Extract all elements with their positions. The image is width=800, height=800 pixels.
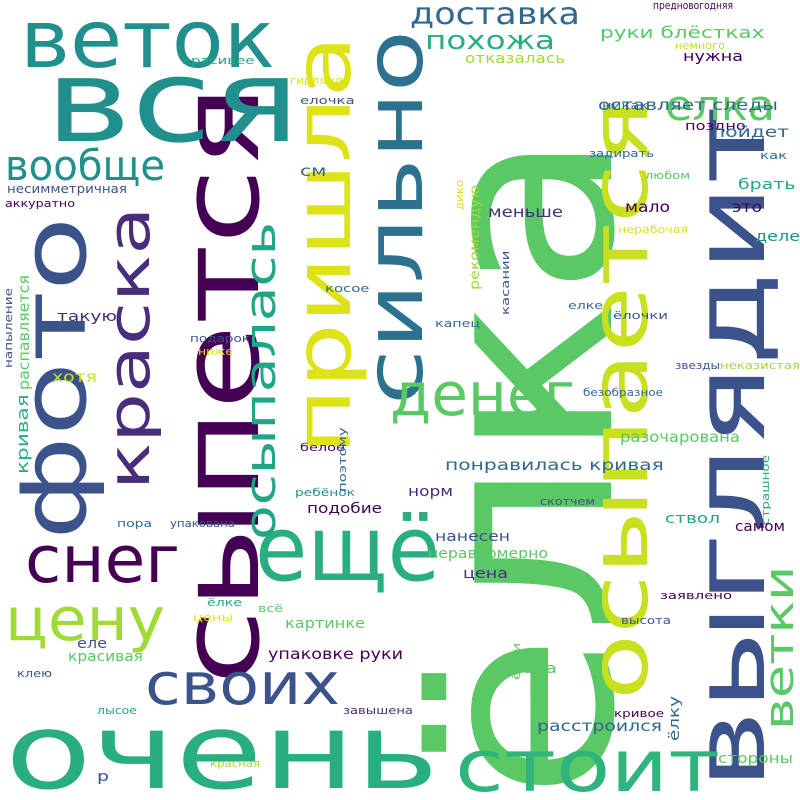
cloud-word: подобие — [307, 501, 383, 517]
cloud-word: никак — [602, 99, 649, 112]
cloud-word: деле — [755, 229, 800, 245]
cloud-word: нужна — [683, 49, 744, 65]
cloud-word: касании — [499, 250, 512, 315]
cloud-word: стороны — [718, 751, 793, 767]
cloud-word: лысое — [97, 704, 137, 717]
cloud-word: неравномерно — [428, 546, 549, 562]
cloud-word: распавляется — [15, 275, 33, 390]
cloud-word: расстроился — [537, 717, 662, 735]
cloud-word: елка — [665, 81, 776, 130]
cloud-word: елке — [568, 299, 604, 312]
cloud-word: капец — [435, 317, 481, 330]
cloud-word: вся — [45, 35, 301, 169]
cloud-word: пора — [117, 517, 153, 530]
cloud-word: брать — [738, 177, 796, 193]
cloud-word: краска — [95, 206, 163, 491]
cloud-word: всё — [258, 602, 284, 615]
cloud-word: меньше — [488, 203, 564, 221]
cloud-word: ёлочки — [613, 309, 668, 322]
cloud-word: такую — [57, 309, 118, 325]
cloud-word: вообще — [5, 141, 166, 190]
cloud-word: аккуратно — [5, 197, 75, 210]
cloud-word: поэтому — [336, 427, 349, 492]
cloud-word: поздно — [685, 119, 746, 133]
cloud-word: хотя — [52, 368, 98, 386]
cloud-word: ствол — [665, 511, 721, 527]
cloud-word: самом — [735, 519, 786, 535]
cloud-word: елочка — [300, 94, 355, 107]
cloud-word: ветки — [757, 565, 800, 730]
cloud-word: звезды — [675, 359, 721, 372]
cloud-word: ниже — [198, 345, 234, 358]
cloud-word: цену — [5, 585, 165, 655]
cloud-word: нанесен — [435, 529, 510, 545]
cloud-word: кривая — [13, 394, 32, 474]
cloud-word: дико — [453, 179, 466, 210]
cloud-word: скотчем — [540, 495, 595, 508]
cloud-word: ещё — [255, 497, 440, 602]
cloud-word: осыпалась — [236, 221, 285, 540]
cloud-word: красивее — [182, 54, 255, 67]
cloud-word: см — [300, 162, 327, 180]
cloud-word: сильно — [348, 29, 441, 405]
cloud-word: несимметричная — [7, 182, 127, 196]
cloud-word: задирать — [589, 147, 655, 160]
cloud-word: немного — [675, 39, 726, 52]
cloud-word: разочарована — [620, 428, 740, 446]
cloud-word: похожа — [425, 26, 555, 56]
cloud-word: снег — [25, 523, 180, 598]
cloud-word: как — [760, 149, 788, 162]
cloud-word: мало — [625, 198, 671, 216]
cloud-word: осыпается — [573, 98, 666, 700]
cloud-word: рекомендую — [468, 184, 483, 290]
cloud-word: высота — [621, 614, 672, 627]
cloud-word: оставляет следы — [598, 96, 778, 114]
cloud-word: завышена — [343, 704, 414, 717]
cloud-word: денег — [390, 360, 575, 430]
cloud-word: отказалась — [465, 51, 566, 67]
cloud-word: эта — [524, 661, 557, 677]
cloud-word: напыление — [2, 288, 15, 368]
cloud-word: понравилась кривая — [445, 456, 664, 474]
cloud-word: ребёнок — [295, 486, 355, 499]
cloud-word: красивая — [68, 649, 143, 665]
cloud-word: доставка — [410, 0, 580, 32]
cloud-word: ёлки — [510, 642, 523, 680]
cloud-word: упаковке руки — [268, 645, 404, 663]
cloud-word: ёлку — [667, 695, 683, 741]
cloud-word: заявлено — [660, 589, 733, 602]
cloud-word: норм — [408, 484, 454, 500]
cloud-word: своих — [145, 650, 340, 718]
cloud-word: ёлке — [207, 596, 243, 609]
cloud-word: цены — [193, 611, 233, 624]
cloud-word: страшное — [759, 454, 772, 525]
cloud-word: очень — [5, 691, 439, 800]
cloud-word: отсыпается — [488, 481, 569, 494]
cloud-word: кривое — [614, 707, 665, 720]
cloud-word: это — [732, 198, 763, 216]
cloud-word: красная — [210, 757, 261, 770]
cloud-word: нерабочая — [618, 223, 689, 236]
cloud-word: еле — [77, 636, 108, 652]
cloud-word: подарок — [190, 332, 251, 345]
cloud-word: упакована — [170, 517, 236, 530]
cloud-word: косое — [325, 282, 370, 295]
cloud-word: веток — [20, 0, 275, 86]
cloud-word: стоит — [455, 724, 721, 800]
cloud-word: руки блёстках — [600, 23, 765, 42]
cloud-word: р — [97, 769, 110, 785]
cloud-word: гирлянда — [290, 74, 351, 87]
cloud-word: белое — [300, 441, 346, 454]
cloud-word: предновогодняя — [653, 0, 733, 12]
cloud-word: пойдет — [712, 123, 790, 141]
cloud-word: картинке — [285, 616, 366, 632]
cloud-word: любом — [645, 169, 691, 182]
cloud-word: цена — [463, 566, 508, 582]
cloud-word: неказистая — [720, 359, 800, 372]
cloud-word: безобразное — [583, 386, 663, 399]
cloud-word: клею — [17, 667, 52, 680]
